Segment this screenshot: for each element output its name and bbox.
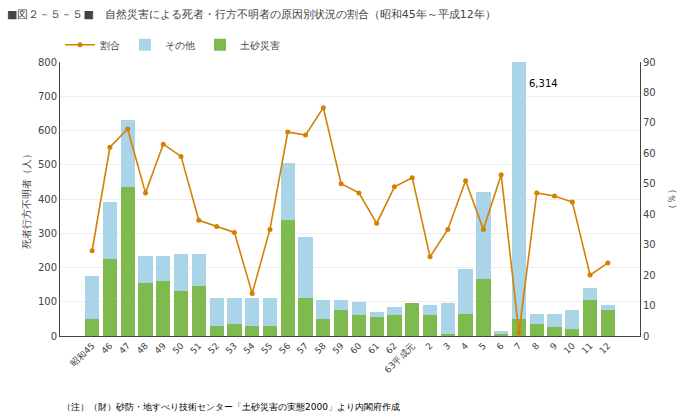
svg-text:56: 56 bbox=[277, 341, 292, 356]
svg-text:300: 300 bbox=[38, 228, 57, 239]
svg-text:40: 40 bbox=[643, 209, 656, 220]
svg-text:12: 12 bbox=[597, 341, 612, 356]
svg-text:52: 52 bbox=[206, 341, 221, 356]
svg-text:400: 400 bbox=[38, 194, 57, 205]
svg-text:70: 70 bbox=[643, 117, 656, 128]
svg-text:割合: 割合 bbox=[100, 40, 120, 51]
svg-text:60: 60 bbox=[348, 341, 363, 356]
svg-text:500: 500 bbox=[38, 159, 57, 170]
svg-text:10: 10 bbox=[643, 300, 656, 311]
svg-text:3: 3 bbox=[441, 341, 452, 352]
svg-text:50: 50 bbox=[643, 178, 656, 189]
svg-text:6: 6 bbox=[495, 341, 506, 352]
svg-text:50: 50 bbox=[170, 341, 185, 356]
svg-text:57: 57 bbox=[295, 341, 310, 356]
svg-text:59: 59 bbox=[331, 341, 346, 356]
svg-text:62: 62 bbox=[384, 341, 399, 356]
svg-text:49: 49 bbox=[153, 341, 168, 356]
svg-text:■図２－５－５■ 自然災害による死者・行方不明者の原因別状況: ■図２－５－５■ 自然災害による死者・行方不明者の原因別状況の割合（昭和45年～… bbox=[7, 8, 496, 21]
svg-text:死者行方不明者（人）: 死者行方不明者（人） bbox=[21, 149, 32, 249]
svg-text:その他: その他 bbox=[165, 40, 195, 51]
svg-text:53: 53 bbox=[224, 341, 239, 356]
svg-text:100: 100 bbox=[38, 296, 57, 307]
svg-text:10: 10 bbox=[562, 341, 577, 356]
svg-text:61: 61 bbox=[366, 341, 381, 356]
svg-text:800: 800 bbox=[38, 57, 57, 68]
svg-text:63平成元: 63平成元 bbox=[383, 341, 417, 375]
svg-text:0: 0 bbox=[643, 331, 649, 342]
svg-text:600: 600 bbox=[38, 125, 57, 136]
svg-text:2: 2 bbox=[424, 341, 435, 352]
svg-text:48: 48 bbox=[135, 341, 150, 356]
svg-text:7: 7 bbox=[512, 341, 523, 352]
svg-text:200: 200 bbox=[38, 262, 57, 273]
svg-text:4: 4 bbox=[459, 341, 470, 352]
svg-text:11: 11 bbox=[580, 341, 595, 356]
svg-text:（％）: （％） bbox=[666, 184, 677, 214]
svg-text:700: 700 bbox=[38, 91, 57, 102]
svg-text:8: 8 bbox=[530, 341, 541, 352]
svg-text:20: 20 bbox=[643, 270, 656, 281]
svg-text:6,314: 6,314 bbox=[529, 78, 558, 89]
svg-text:80: 80 bbox=[643, 87, 656, 98]
svg-text:46: 46 bbox=[99, 341, 114, 356]
svg-text:9: 9 bbox=[548, 341, 559, 352]
svg-text:58: 58 bbox=[313, 341, 328, 356]
svg-text:土砂災害: 土砂災害 bbox=[240, 40, 280, 51]
svg-text:55: 55 bbox=[259, 341, 274, 356]
svg-text:60: 60 bbox=[643, 148, 656, 159]
svg-text:（注）（財）砂防・地すべり技術センター「土砂災害の実態200: （注）（財）砂防・地すべり技術センター「土砂災害の実態2000」より内閣府作成 bbox=[62, 402, 400, 412]
svg-text:51: 51 bbox=[188, 341, 203, 356]
svg-text:0: 0 bbox=[51, 331, 57, 342]
svg-text:昭和45: 昭和45 bbox=[69, 341, 97, 369]
svg-text:30: 30 bbox=[643, 239, 656, 250]
svg-text:5: 5 bbox=[477, 341, 488, 352]
svg-text:47: 47 bbox=[117, 341, 132, 356]
svg-text:90: 90 bbox=[643, 57, 656, 68]
svg-text:54: 54 bbox=[242, 341, 257, 356]
